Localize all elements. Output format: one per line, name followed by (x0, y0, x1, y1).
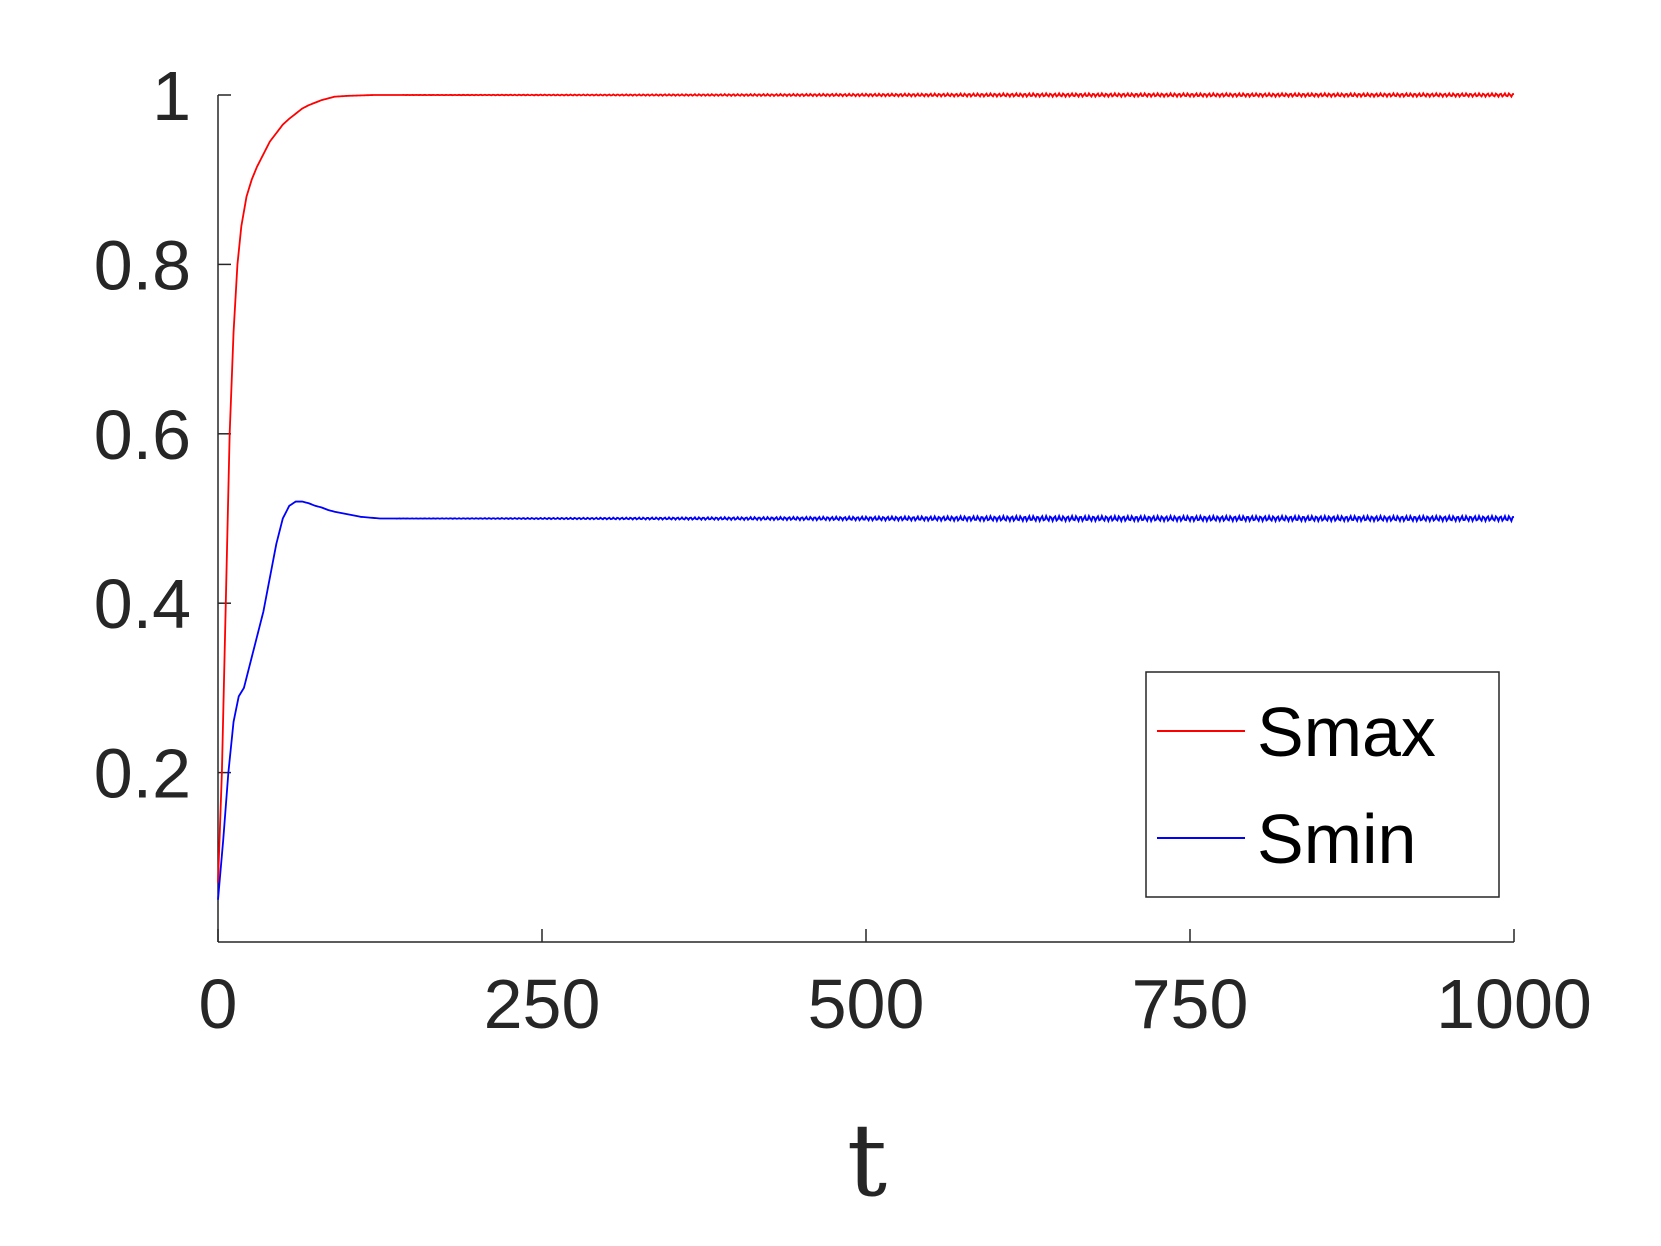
axes: 0 250 500 750 1000 0.2 0.4 0.6 0.8 1 (94, 57, 1592, 1043)
series-line-smax (217, 91, 1515, 883)
y-tick-label: 0.2 (94, 735, 191, 813)
x-tick-label: 1000 (1436, 965, 1592, 1043)
y-tick-label: 1 (152, 57, 191, 135)
series-line-smin (217, 500, 1515, 900)
x-tick-label: 500 (808, 965, 925, 1043)
legend-label-smax: Smax (1257, 693, 1436, 771)
x-tick-label: 250 (484, 965, 601, 1043)
series-group (217, 91, 1515, 900)
legend: Smax Smin (1145, 671, 1500, 898)
y-tick-label: 0.8 (94, 226, 191, 304)
y-tick-label: 0.6 (94, 396, 191, 474)
legend-label-smin: Smin (1257, 800, 1416, 878)
legend-box (1145, 671, 1500, 898)
x-tick-label: 0 (199, 965, 238, 1043)
x-axis-title: t (847, 1102, 887, 1219)
y-tick-label: 0.4 (94, 565, 191, 643)
x-tick-label: 750 (1132, 965, 1249, 1043)
